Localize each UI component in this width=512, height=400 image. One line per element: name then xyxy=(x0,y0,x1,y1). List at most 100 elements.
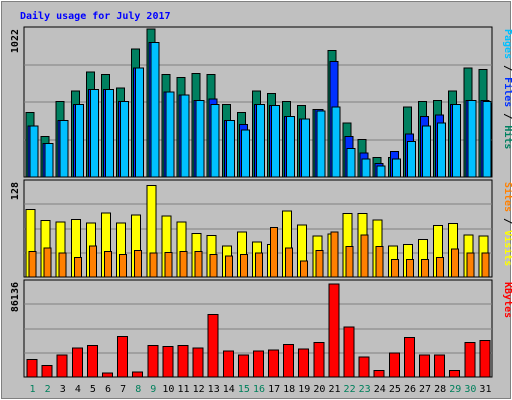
x-tick-label: 8 xyxy=(135,384,141,395)
x-tick-label: 16 xyxy=(253,384,265,395)
kbytes-bar xyxy=(177,345,189,378)
sites-bar xyxy=(360,234,369,278)
sites-bar xyxy=(58,252,67,278)
pages-bar xyxy=(225,119,235,178)
x-tick-label: 11 xyxy=(177,384,189,395)
kbytes-bar xyxy=(56,354,68,378)
sites-bar xyxy=(466,252,475,278)
pages-bar xyxy=(89,89,99,178)
sites-bar xyxy=(405,258,414,278)
sites-bar xyxy=(436,256,445,278)
pages-bar xyxy=(29,125,39,178)
pages-bar xyxy=(195,99,205,178)
x-tick-label: 27 xyxy=(419,384,431,395)
kbytes-bar xyxy=(86,345,98,378)
kbytes-bar xyxy=(358,356,370,378)
sites-bar xyxy=(375,246,384,278)
x-tick-label: 6 xyxy=(105,384,111,395)
pages-bar xyxy=(255,103,265,178)
panel-3-series-label: KBytes xyxy=(502,282,512,318)
pages-bar xyxy=(346,148,356,178)
pages-bar xyxy=(59,119,69,178)
pages-bar xyxy=(437,122,447,178)
kbytes-bar xyxy=(328,283,340,378)
sites-bar xyxy=(119,253,128,278)
sites-bar xyxy=(103,251,112,278)
x-tick-label: 18 xyxy=(283,384,295,395)
sites-bar xyxy=(421,258,430,278)
pages-bar xyxy=(452,103,462,178)
panel-3-max-label: 86136 xyxy=(10,282,21,312)
pages-bar xyxy=(286,115,296,178)
series-label-part-3: / xyxy=(502,107,512,125)
pages-bar xyxy=(165,91,175,178)
pages-bar xyxy=(120,101,130,178)
x-tick-label: 15 xyxy=(238,384,250,395)
series-label-part-4: Hits xyxy=(502,125,512,149)
pages-bar xyxy=(150,41,160,178)
kbytes-bar xyxy=(464,342,476,378)
sites-bar xyxy=(88,245,97,278)
x-tick-label: 7 xyxy=(120,384,126,395)
x-tick-label: 1 xyxy=(30,384,36,395)
sites-bar xyxy=(28,251,37,278)
panel-2-series-label: Sites / Visits xyxy=(502,182,512,266)
x-tick-label: 28 xyxy=(434,384,446,395)
panel-2-max-label: 128 xyxy=(10,182,21,200)
pages-bar xyxy=(74,103,84,178)
sites-bar xyxy=(73,256,82,278)
x-tick-label: 23 xyxy=(359,384,371,395)
x-tick-label: 17 xyxy=(268,384,280,395)
series-label-part-0: Sites xyxy=(502,182,512,212)
sites-bar xyxy=(451,248,460,278)
sites-bar xyxy=(179,251,188,278)
pages-bar xyxy=(44,142,54,178)
x-tick-label: 22 xyxy=(344,384,356,395)
sites-bar xyxy=(330,231,339,278)
sites-bar xyxy=(194,251,203,278)
x-tick-label: 3 xyxy=(60,384,66,395)
pages-bar xyxy=(180,94,190,178)
x-tick-label: 13 xyxy=(208,384,220,395)
series-label-part-0: Pages xyxy=(502,29,512,59)
kbytes-bar xyxy=(268,349,280,378)
pages-bar xyxy=(391,158,401,178)
kbytes-bar xyxy=(434,354,446,378)
kbytes-bar xyxy=(162,346,174,378)
pages-bar xyxy=(271,105,281,178)
kbytes-bar xyxy=(449,370,461,378)
kbytes-bar xyxy=(298,348,310,378)
x-tick-label: 29 xyxy=(449,384,461,395)
sites-bar xyxy=(300,260,309,278)
series-label-part-0: KBytes xyxy=(502,282,512,318)
x-tick-label: 10 xyxy=(162,384,174,395)
kbytes-bar xyxy=(192,347,204,378)
pages-bar xyxy=(135,67,145,178)
kbytes-bar xyxy=(283,344,295,378)
kbytes-bar xyxy=(403,336,415,378)
pages-bar xyxy=(406,140,416,178)
kbytes-bar xyxy=(132,371,144,378)
series-label-part-2: Visits xyxy=(502,230,512,266)
pages-bar xyxy=(376,165,386,178)
x-tick-label: 25 xyxy=(389,384,401,395)
pages-bar xyxy=(422,125,432,178)
sites-bar xyxy=(164,251,173,278)
x-tick-label: 21 xyxy=(328,384,340,395)
sites-bar xyxy=(390,258,399,278)
sites-bar xyxy=(209,253,218,278)
sites-bar xyxy=(481,252,490,278)
kbytes-bar xyxy=(237,354,249,378)
x-tick-label: 26 xyxy=(404,384,416,395)
sites-bar xyxy=(270,227,279,278)
x-tick-label: 9 xyxy=(150,384,156,395)
pages-bar xyxy=(331,106,341,178)
pages-bar xyxy=(467,99,477,178)
x-tick-label: 24 xyxy=(374,384,386,395)
kbytes-bar xyxy=(479,339,491,378)
x-tick-label: 14 xyxy=(223,384,235,395)
pages-bar xyxy=(482,101,492,178)
pages-bar xyxy=(104,89,114,178)
